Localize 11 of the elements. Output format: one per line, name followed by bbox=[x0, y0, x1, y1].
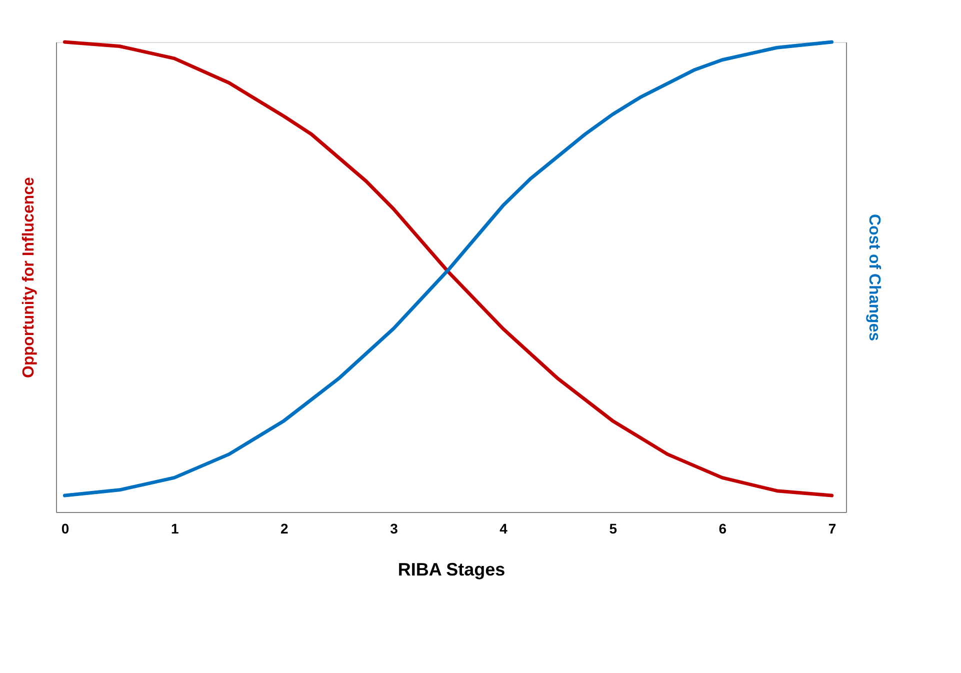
x-tick-label: 6 bbox=[718, 520, 727, 536]
x-axis-title: RIBA Stages bbox=[398, 560, 506, 580]
x-tick-label: 2 bbox=[280, 520, 289, 536]
x-tick-label: 1 bbox=[170, 520, 179, 536]
y2-axis-title: Cost of Changes bbox=[866, 214, 882, 342]
x-tick-label: 5 bbox=[609, 520, 618, 536]
x-tick-label: 3 bbox=[390, 520, 398, 536]
y-axis-title: Opportunity for Influcence bbox=[20, 176, 38, 378]
x-tick-label: 0 bbox=[61, 520, 70, 536]
x-tick-label: 4 bbox=[500, 520, 508, 536]
x-tick-label: 7 bbox=[828, 520, 836, 536]
